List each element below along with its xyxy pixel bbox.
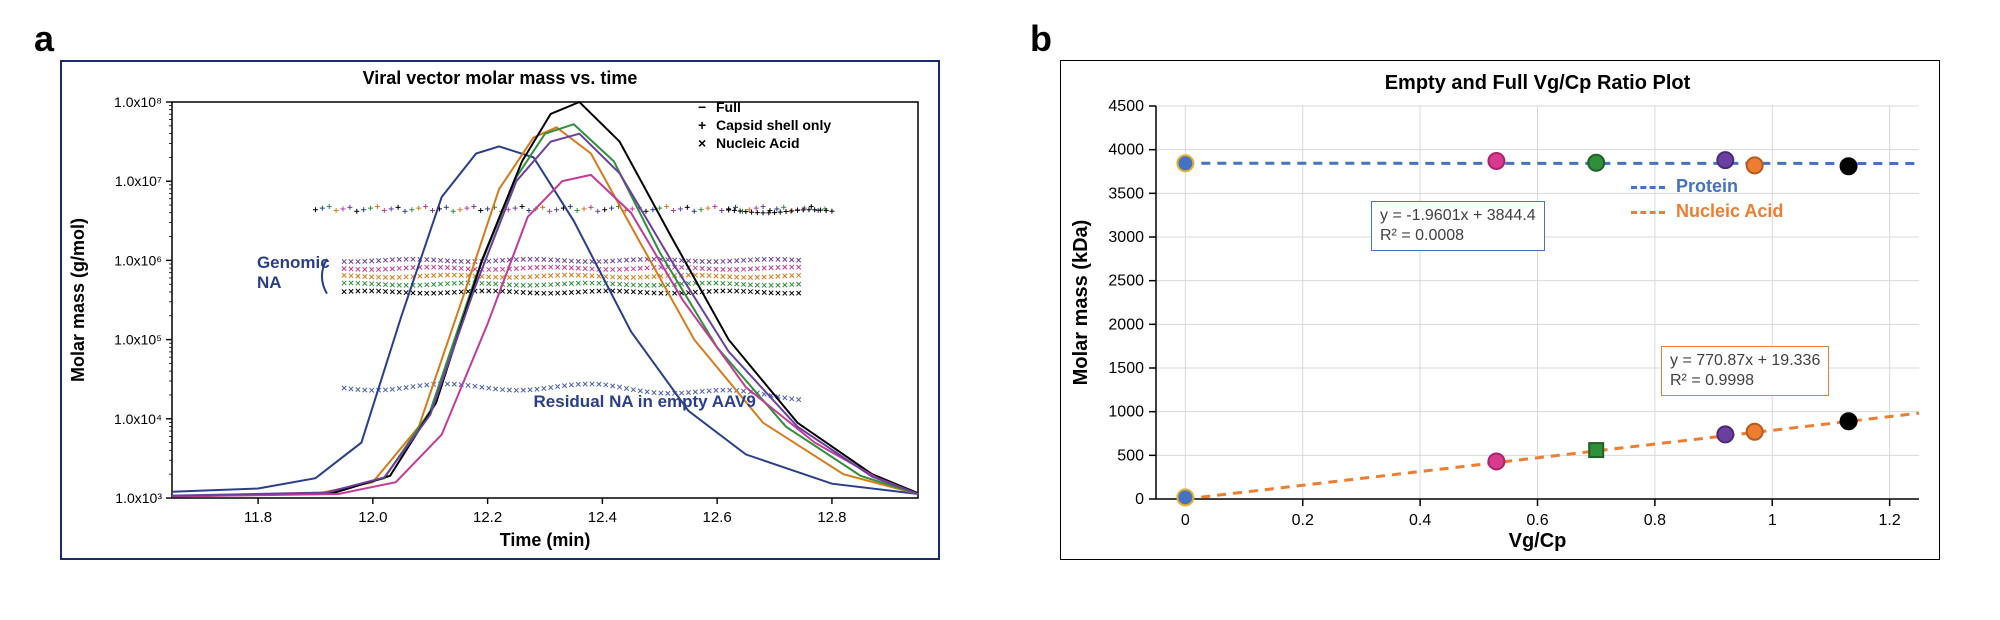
svg-text:12.2: 12.2 bbox=[473, 509, 502, 526]
svg-text:3000: 3000 bbox=[1108, 229, 1144, 246]
panel-b-chart: Empty and Full Vg/Cp Ratio Plot 0 500 1000 1… bbox=[1061, 61, 1939, 559]
svg-text:Full: Full bbox=[716, 99, 741, 115]
svg-text:0: 0 bbox=[1181, 512, 1190, 529]
svg-text:Capsid shell only: Capsid shell only bbox=[716, 117, 831, 133]
legend-nucleic: Nucleic Acid bbox=[1631, 201, 1783, 222]
legend-nucleic-dash bbox=[1631, 211, 1665, 214]
svg-text:2000: 2000 bbox=[1108, 316, 1144, 333]
svg-text:12.0: 12.0 bbox=[358, 509, 387, 526]
svg-text:NA: NA bbox=[257, 273, 282, 292]
svg-text:1500: 1500 bbox=[1108, 360, 1144, 377]
protein-fit-equation: y = -1.9601x + 3844.4 R² = 0.0008 bbox=[1371, 201, 1545, 251]
svg-text:3500: 3500 bbox=[1108, 185, 1144, 202]
nucleic-fit-equation: y = 770.87x + 19.336 R² = 0.9998 bbox=[1661, 346, 1829, 396]
svg-text:−: − bbox=[698, 99, 706, 115]
panel-a-chart: Viral vector molar mass vs. time 1.0x10³ 1… bbox=[62, 62, 938, 558]
svg-text:1.0x10⁶: 1.0x10⁶ bbox=[114, 252, 162, 268]
protein-fit-line1: y = -1.9601x + 3844.4 bbox=[1380, 206, 1536, 226]
svg-text:Molar mass (kDa): Molar mass (kDa) bbox=[1070, 220, 1092, 386]
svg-text:1.0x10⁴: 1.0x10⁴ bbox=[114, 411, 162, 427]
legend-nucleic-label: Nucleic Acid bbox=[1676, 201, 1783, 221]
svg-text:12.6: 12.6 bbox=[703, 509, 732, 526]
svg-text:1.0x10⁷: 1.0x10⁷ bbox=[115, 173, 162, 189]
svg-text:Genomic: Genomic bbox=[257, 253, 330, 272]
svg-text:Viral vector molar mass vs. ti: Viral vector molar mass vs. time bbox=[363, 68, 638, 88]
panel-a-frame: Viral vector molar mass vs. time 1.0x10³ 1… bbox=[60, 60, 940, 560]
panel-label-a: a bbox=[34, 18, 54, 60]
svg-text:Molar mass (g/mol): Molar mass (g/mol) bbox=[68, 218, 88, 382]
svg-text:1: 1 bbox=[1768, 512, 1777, 529]
svg-text:4500: 4500 bbox=[1108, 98, 1144, 115]
nucleic-fit-line1: y = 770.87x + 19.336 bbox=[1670, 351, 1820, 371]
svg-text:Time (min): Time (min) bbox=[500, 530, 591, 550]
svg-text:+: + bbox=[698, 117, 706, 133]
svg-text:Residual NA in empty AAV9: Residual NA in empty AAV9 bbox=[534, 392, 756, 411]
svg-text:0: 0 bbox=[1135, 491, 1144, 508]
svg-text:0.2: 0.2 bbox=[1292, 512, 1314, 529]
svg-text:500: 500 bbox=[1117, 447, 1144, 464]
svg-text:2500: 2500 bbox=[1108, 273, 1144, 290]
svg-text:4000: 4000 bbox=[1108, 142, 1144, 159]
svg-text:0.8: 0.8 bbox=[1644, 512, 1666, 529]
svg-text:Nucleic Acid: Nucleic Acid bbox=[716, 135, 800, 151]
svg-text:11.8: 11.8 bbox=[244, 509, 272, 526]
svg-text:1.0x10⁵: 1.0x10⁵ bbox=[114, 332, 162, 348]
svg-text:0.4: 0.4 bbox=[1409, 512, 1431, 529]
svg-text:Vg/Cp: Vg/Cp bbox=[1509, 530, 1567, 552]
panel-b-frame: Empty and Full Vg/Cp Ratio Plot 0 500 1000 1… bbox=[1060, 60, 1940, 560]
svg-text:Empty and Full Vg/Cp Ratio Plo: Empty and Full Vg/Cp Ratio Plot bbox=[1385, 72, 1691, 94]
protein-fit-line2: R² = 0.0008 bbox=[1380, 226, 1536, 246]
svg-text:12.4: 12.4 bbox=[588, 509, 617, 526]
svg-text:0.6: 0.6 bbox=[1526, 512, 1548, 529]
legend-protein: Protein bbox=[1631, 176, 1738, 197]
svg-text:1000: 1000 bbox=[1108, 404, 1144, 421]
svg-text:1.0x10⁸: 1.0x10⁸ bbox=[114, 94, 162, 110]
figure-page: a b Viral vector molar mass vs. time 1.0x… bbox=[0, 0, 2000, 620]
panel-label-b: b bbox=[1030, 18, 1052, 60]
svg-text:12.8: 12.8 bbox=[817, 509, 846, 526]
svg-text:1.0x10³: 1.0x10³ bbox=[115, 490, 162, 506]
nucleic-fit-line2: R² = 0.9998 bbox=[1670, 371, 1820, 391]
legend-protein-dash bbox=[1631, 186, 1665, 189]
svg-text:1.2: 1.2 bbox=[1879, 512, 1901, 529]
legend-protein-label: Protein bbox=[1676, 176, 1738, 196]
svg-text:×: × bbox=[698, 135, 706, 151]
